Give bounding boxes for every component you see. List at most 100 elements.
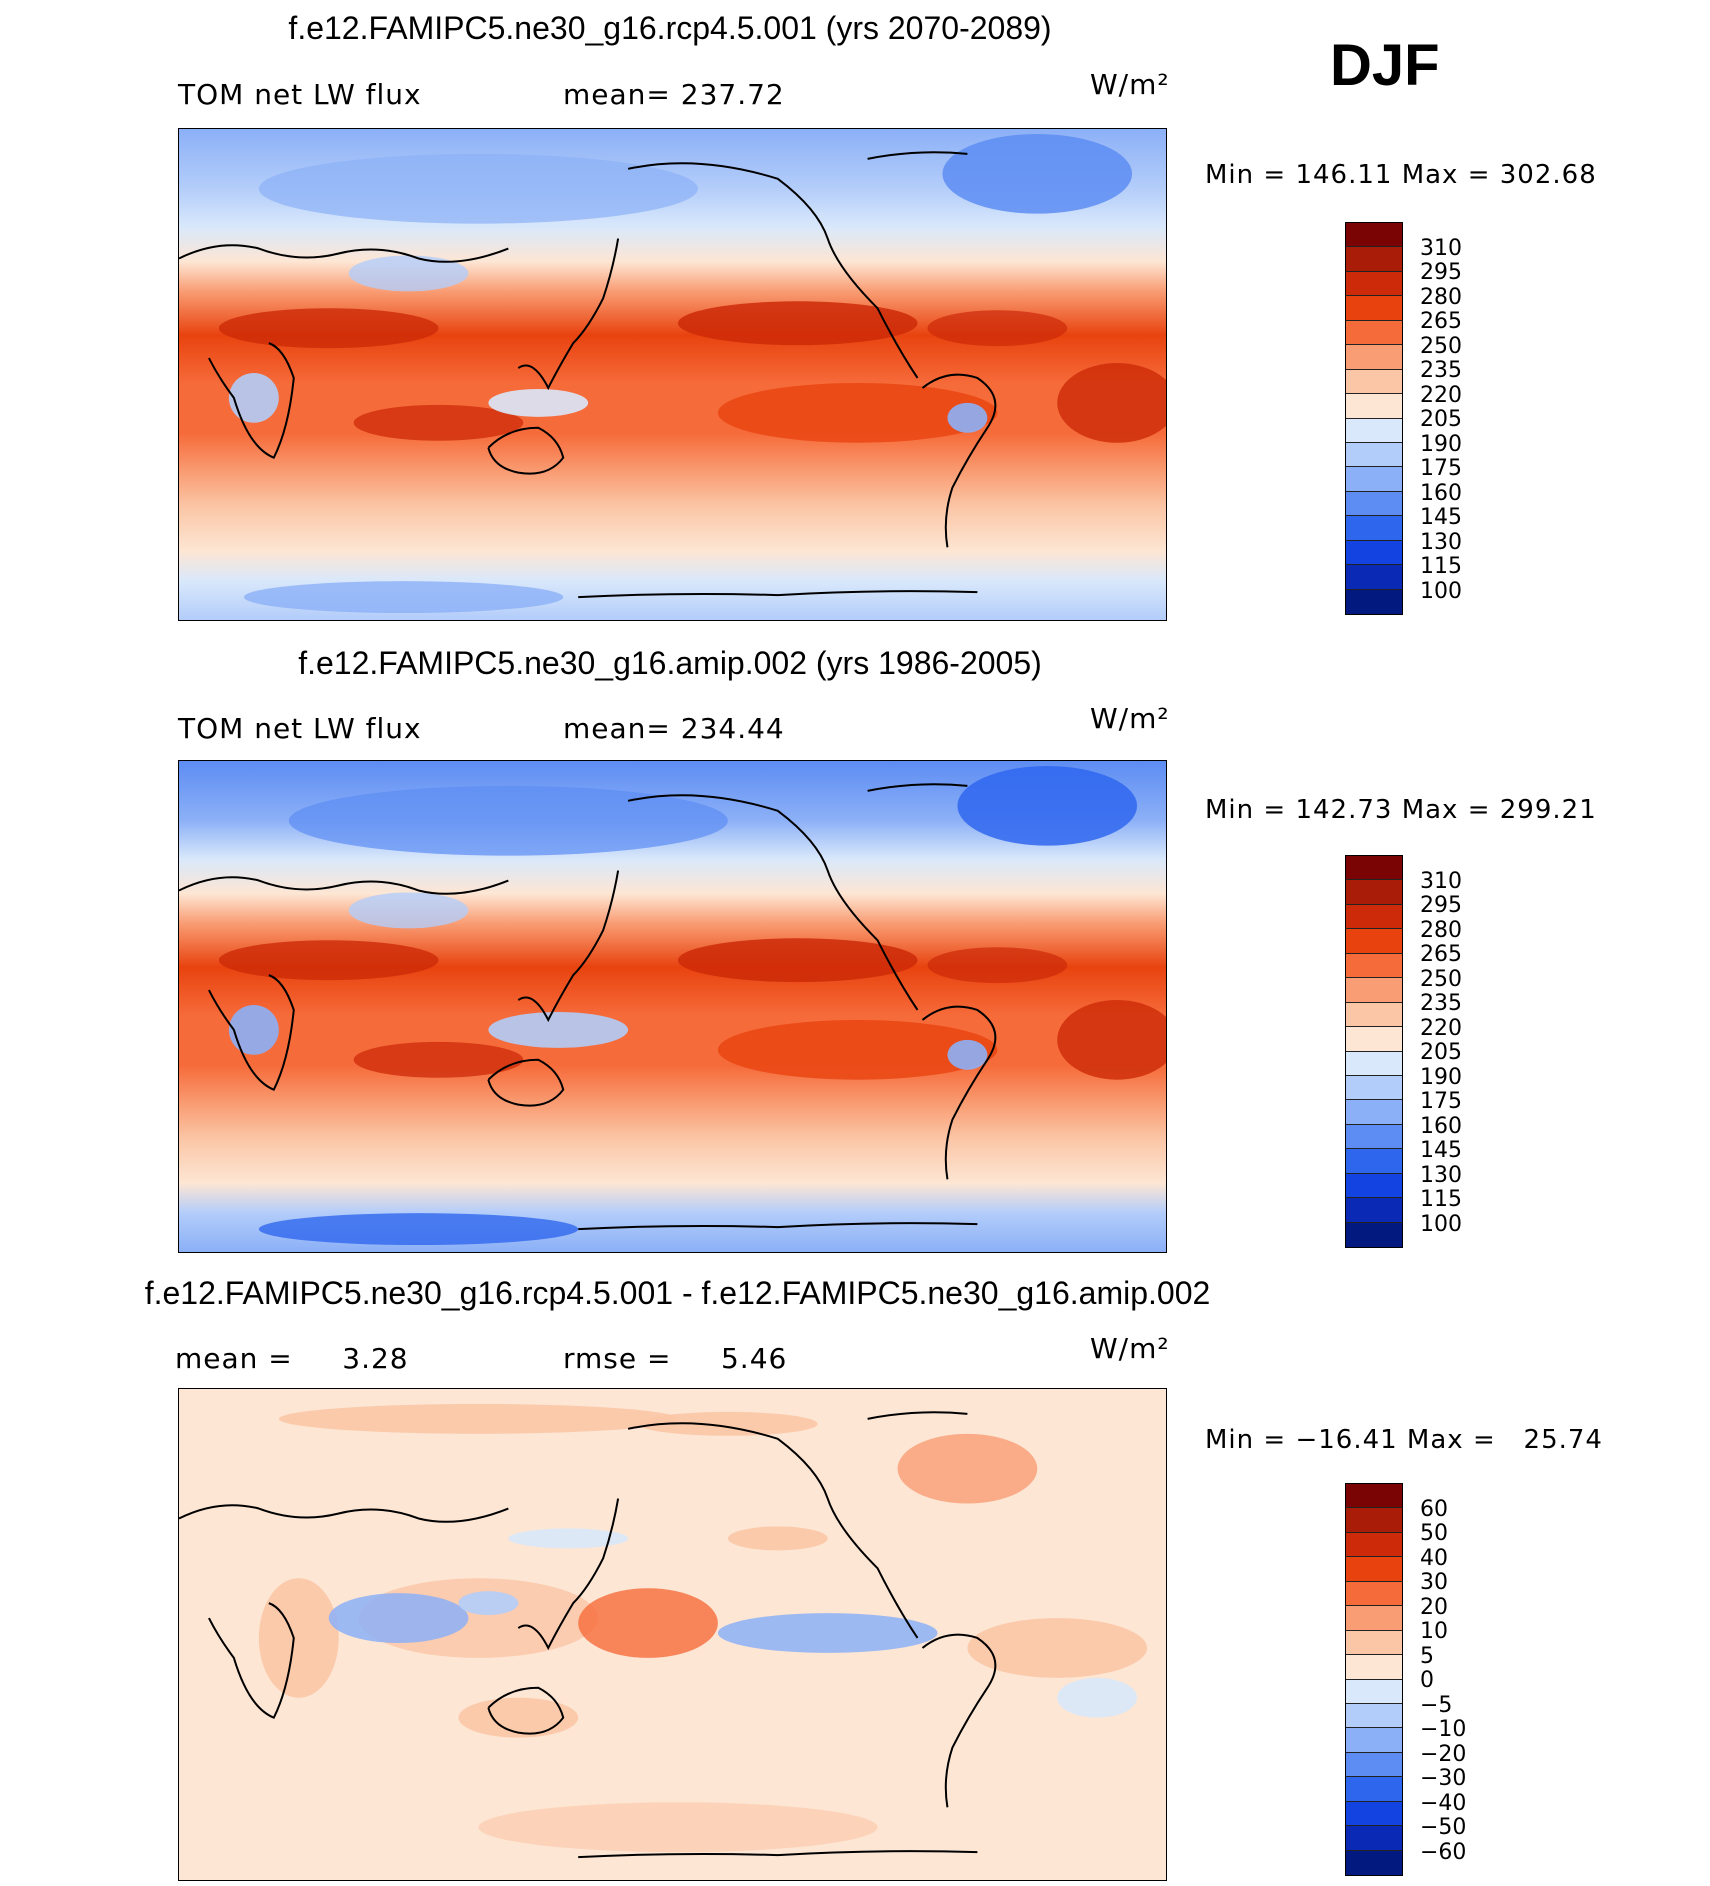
panel-1-colorbar-tick: 175: [1420, 456, 1462, 481]
panel-2-colorbar-tick: 130: [1420, 1163, 1462, 1188]
panel-2-colorbar-swatch: [1346, 1222, 1402, 1247]
panel-2-colorbar-swatch: [1346, 1002, 1402, 1028]
panel-3-colorbar-tick: −10: [1420, 1717, 1467, 1742]
panel-1-map: [178, 128, 1167, 621]
panel-1-colorbar-tick: 220: [1420, 383, 1462, 408]
panel-2-colorbar-tick: 190: [1420, 1065, 1462, 1090]
panel-3-colorbar-swatch: [1346, 1777, 1402, 1802]
panel-3-colorbar-swatch: [1346, 1557, 1402, 1582]
panel-2-colorbar-swatch: [1346, 1075, 1402, 1101]
panel-2-colorbar-tick: 100: [1420, 1212, 1462, 1237]
panel-2-colorbar-tick: 145: [1420, 1138, 1462, 1163]
panel-2-colorbar: [1345, 855, 1403, 1248]
panel-3-colorbar-tick: 30: [1420, 1570, 1448, 1595]
panel-2-colorbar-swatch: [1346, 1027, 1402, 1052]
panel-3-colorbar-tick: 40: [1420, 1546, 1448, 1571]
panel-3-colorbar-swatch: [1346, 1581, 1402, 1607]
panel-2-colorbar-swatch: [1346, 1198, 1402, 1223]
panel-3-colorbar-swatch: [1346, 1826, 1402, 1851]
panel-3-mean-label: mean = 3.28: [175, 1342, 409, 1375]
panel-2-mean-label: mean= 234.44: [563, 712, 785, 745]
panel-3-colorbar-tick: −30: [1420, 1766, 1467, 1791]
panel-3-colorbar-tick: −40: [1420, 1791, 1467, 1816]
panel-2-colorbar-swatch: [1346, 929, 1402, 954]
panel-2-map: [178, 760, 1167, 1253]
panel-3-colorbar-swatch: [1346, 1703, 1402, 1729]
panel-1-mean-label: mean= 237.72: [563, 78, 785, 111]
panel-1-colorbar-swatch: [1346, 223, 1402, 248]
panel-1-units: W/m²: [1090, 68, 1170, 101]
panel-3-rmse-label: rmse = 5.46: [563, 1342, 788, 1375]
panel-1-colorbar-swatch: [1346, 565, 1402, 590]
panel-2-colorbar-swatch: [1346, 953, 1402, 979]
panel-3-map: [178, 1388, 1167, 1881]
panel-1-colorbar-tick: 205: [1420, 407, 1462, 432]
panel-3-minmax: Min = −16.41 Max = 25.74: [1205, 1425, 1603, 1455]
panel-3-colorbar-tick: −5: [1420, 1693, 1453, 1718]
panel-2-colorbar-swatch: [1346, 1124, 1402, 1150]
panel-3-units: W/m²: [1090, 1332, 1170, 1365]
panel-3-title: f.e12.FAMIPC5.ne30_g16.rcp4.5.001 - f.e1…: [144, 1275, 1211, 1311]
panel-1-colorbar-tick: 235: [1420, 358, 1462, 383]
panel-3-map-svg: [179, 1389, 1166, 1880]
panel-1-colorbar-swatch: [1346, 369, 1402, 395]
panel-2-colorbar-swatch: [1346, 1173, 1402, 1199]
panel-1-colorbar-swatch: [1346, 345, 1402, 370]
panel-3-colorbar-tick: 60: [1420, 1497, 1448, 1522]
panel-3-colorbar-tick: 20: [1420, 1595, 1448, 1620]
panel-1-colorbar-tick: 190: [1420, 432, 1462, 457]
panel-2-colorbar-tick: 265: [1420, 942, 1462, 967]
panel-2-colorbar-tick: 310: [1420, 869, 1462, 894]
panel-2-minmax: Min = 142.73 Max = 299.21: [1205, 795, 1597, 825]
panel-2-colorbar-swatch: [1346, 1100, 1402, 1125]
panel-1-map-svg: [179, 129, 1166, 620]
panel-1-colorbar-swatch: [1346, 516, 1402, 541]
panel-3-colorbar-tick: 5: [1420, 1644, 1434, 1669]
panel-2-variable-label: TOM net LW flux: [178, 712, 422, 745]
panel-3-colorbar-tick: 50: [1420, 1521, 1448, 1546]
panel-1-colorbar-swatch: [1346, 540, 1402, 566]
panel-1-colorbar-swatch: [1346, 442, 1402, 468]
panel-1-colorbar-tick: 295: [1420, 260, 1462, 285]
panel-1-colorbar-swatch: [1346, 467, 1402, 492]
panel-2-colorbar-tick: 235: [1420, 991, 1462, 1016]
panel-1-colorbar-swatch: [1346, 296, 1402, 321]
panel-3-colorbar-tick: −20: [1420, 1742, 1467, 1767]
panel-1-colorbar-tick: 145: [1420, 505, 1462, 530]
panel-2-colorbar-tick: 250: [1420, 967, 1462, 992]
panel-1-colorbar-tick: 100: [1420, 579, 1462, 604]
panel-1-colorbar-swatch: [1346, 320, 1402, 346]
panel-1-variable-label: TOM net LW flux: [178, 78, 422, 111]
panel-1-minmax: Min = 146.11 Max = 302.68: [1205, 160, 1597, 190]
panel-3-colorbar-swatch: [1346, 1752, 1402, 1778]
panel-1-colorbar-tick: 130: [1420, 530, 1462, 555]
panel-2-colorbar-tick: 160: [1420, 1114, 1462, 1139]
panel-2-colorbar-tick: 295: [1420, 893, 1462, 918]
panel-2-colorbar-swatch: [1346, 856, 1402, 881]
panel-2-colorbar-swatch: [1346, 904, 1402, 930]
panel-1-title: f.e12.FAMIPC5.ne30_g16.rcp4.5.001 (yrs 2…: [288, 10, 1052, 46]
panel-1-colorbar-tick: 115: [1420, 554, 1462, 579]
panel-2-colorbar-swatch: [1346, 880, 1402, 905]
panel-1-colorbar-swatch: [1346, 271, 1402, 297]
panel-3-colorbar-tick: −60: [1420, 1840, 1467, 1865]
panel-1-colorbar-swatch: [1346, 418, 1402, 443]
panel-3-colorbar-swatch: [1346, 1728, 1402, 1753]
season-label: DJF: [1330, 33, 1440, 98]
panel-2-colorbar-tick: 220: [1420, 1016, 1462, 1041]
panel-3-colorbar-swatch: [1346, 1484, 1402, 1509]
panel-2-colorbar-tick: 205: [1420, 1040, 1462, 1065]
panel-3-colorbar-tick: 10: [1420, 1619, 1448, 1644]
panel-3-colorbar-swatch: [1346, 1508, 1402, 1533]
panel-2-colorbar-tick: 115: [1420, 1187, 1462, 1212]
panel-1-colorbar-tick: 280: [1420, 285, 1462, 310]
panel-1-colorbar-tick: 250: [1420, 334, 1462, 359]
panel-1-colorbar: [1345, 222, 1403, 615]
panel-3-colorbar-swatch: [1346, 1679, 1402, 1704]
panel-3-colorbar-swatch: [1346, 1532, 1402, 1558]
panel-2-colorbar-swatch: [1346, 1149, 1402, 1174]
panel-2-units: W/m²: [1090, 702, 1170, 735]
panel-3-colorbar-swatch: [1346, 1850, 1402, 1875]
panel-3-colorbar-swatch: [1346, 1801, 1402, 1827]
panel-1-colorbar-tick: 310: [1420, 236, 1462, 261]
